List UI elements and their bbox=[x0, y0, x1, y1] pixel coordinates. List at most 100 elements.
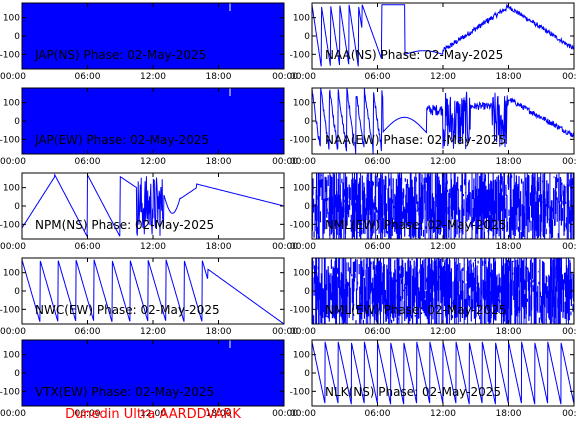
panels: 100 0 -100 00:00 06:00 12:00 18:00 00:00 JAP(NS)… bbox=[0, 2, 576, 419]
y-tick-label: 100 bbox=[293, 14, 310, 24]
y-tick-label: -100 bbox=[0, 220, 20, 230]
panel-title: NPM(NS) Phase: 02-May-2025 bbox=[35, 218, 214, 232]
y-tick-label: 0 bbox=[14, 287, 20, 297]
panel-title: JAP(NS) Phase: 02-May-2025 bbox=[34, 48, 206, 62]
chart-panel: 100 0 -100 00:00 06:00 12:00 18:00 00:00 NAA(EW)… bbox=[290, 87, 576, 167]
y-tick-label: 100 bbox=[293, 351, 310, 361]
y-tick-label: 100 bbox=[3, 351, 20, 361]
x-tick-label: 06:00 bbox=[365, 72, 391, 82]
x-tick-label: 00:00 bbox=[290, 327, 316, 337]
panel-title: NML(EW) Phase: 02-May-2025 bbox=[325, 303, 506, 317]
chart-panel: 100 0 -100 00:00 06:00 12:00 18:00 00:00 JAP(NS)… bbox=[0, 2, 298, 82]
y-tick-label: -100 bbox=[290, 387, 311, 397]
y-tick-label: 0 bbox=[304, 202, 310, 212]
x-tick-label: 00:00 bbox=[0, 242, 26, 252]
y-tick-label: 100 bbox=[3, 14, 20, 24]
x-tick-label: 18:00 bbox=[206, 409, 232, 419]
y-tick-label: 100 bbox=[293, 99, 310, 109]
x-tick-label: 12:00 bbox=[430, 242, 456, 252]
x-tick-label: 06:00 bbox=[365, 327, 391, 337]
phase-trace bbox=[312, 88, 574, 154]
x-tick-label: 18:00 bbox=[496, 327, 522, 337]
y-tick-label: -100 bbox=[0, 50, 20, 60]
chart-panel: 100 0 -100 00:00 06:00 12:00 18:00 00:00 VTX(EW)… bbox=[0, 339, 298, 419]
x-tick-label: 18:00 bbox=[496, 157, 522, 167]
x-tick-label: 00:00 bbox=[0, 72, 26, 82]
x-tick-label: 00:00 bbox=[290, 242, 316, 252]
panel-title: NML(EW) Phase: 02-May-2025 bbox=[325, 218, 506, 232]
phase-fill bbox=[22, 3, 284, 69]
data-layer bbox=[22, 259, 284, 324]
y-tick-label: 0 bbox=[304, 117, 310, 127]
data-layer bbox=[22, 173, 284, 239]
y-tick-label: 100 bbox=[3, 99, 20, 109]
chart-panel: 100 0 -100 00:00 06:00 12:00 18:00 00:00 NWC(EW)… bbox=[0, 257, 298, 337]
x-tick-label: 12:00 bbox=[430, 72, 456, 82]
x-tick-label: 18:00 bbox=[496, 409, 522, 419]
x-tick-label: 00:00 bbox=[290, 409, 316, 419]
x-tick-label: 06:00 bbox=[75, 157, 101, 167]
y-tick-label: -100 bbox=[0, 387, 20, 397]
x-tick-label: 12:00 bbox=[140, 157, 166, 167]
phase-trace bbox=[22, 259, 284, 324]
x-tick-label: 00:00 bbox=[562, 242, 576, 252]
x-tick-label: 00:00 bbox=[562, 157, 576, 167]
x-tick-label: 12:00 bbox=[430, 409, 456, 419]
panel-title: VTX(EW) Phase: 02-May-2025 bbox=[35, 385, 214, 399]
x-tick-label: 00:00 bbox=[0, 327, 26, 337]
data-layer bbox=[22, 88, 284, 154]
y-tick-label: 100 bbox=[293, 184, 310, 194]
x-tick-label: 06:00 bbox=[75, 409, 101, 419]
x-tick-label: 06:00 bbox=[75, 242, 101, 252]
phase-fill bbox=[22, 88, 284, 154]
x-tick-label: 06:00 bbox=[365, 409, 391, 419]
data-layer bbox=[312, 3, 574, 67]
x-tick-label: 12:00 bbox=[140, 72, 166, 82]
x-tick-label: 00:00 bbox=[272, 72, 298, 82]
x-tick-label: 00:00 bbox=[562, 409, 576, 419]
phase-fill bbox=[22, 340, 284, 406]
chart-panel: 100 0 -100 00:00 06:00 12:00 18:00 00:00 NAA(NS)… bbox=[290, 2, 576, 82]
x-tick-label: 18:00 bbox=[206, 72, 232, 82]
chart-panel: 100 0 -100 00:00 06:00 12:00 18:00 00:00 NLK(NS)… bbox=[290, 339, 576, 419]
data-layer bbox=[22, 340, 284, 406]
data-layer bbox=[22, 3, 284, 69]
x-tick-label: 06:00 bbox=[75, 72, 101, 82]
x-tick-label: 12:00 bbox=[140, 327, 166, 337]
y-tick-label: -100 bbox=[290, 50, 311, 60]
y-tick-label: 0 bbox=[304, 287, 310, 297]
y-tick-label: -100 bbox=[0, 135, 20, 145]
panel-title: NAA(EW) Phase: 02-May-2025 bbox=[325, 133, 506, 147]
data-layer bbox=[312, 88, 574, 154]
panel-title: NLK(NS) Phase: 02-May-2025 bbox=[325, 385, 501, 399]
y-tick-label: 0 bbox=[304, 32, 310, 42]
y-tick-label: 0 bbox=[14, 369, 20, 379]
chart-panel: 100 0 -100 00:00 06:00 12:00 18:00 00:00 NML(EW)… bbox=[290, 172, 576, 252]
x-tick-label: 06:00 bbox=[365, 242, 391, 252]
x-tick-label: 00:00 bbox=[562, 72, 576, 82]
panel-title: JAP(EW) Phase: 02-May-2025 bbox=[34, 133, 209, 147]
y-tick-label: 100 bbox=[3, 184, 20, 194]
phase-trace bbox=[312, 3, 574, 67]
panel-title: NWC(EW) Phase: 02-May-2025 bbox=[35, 303, 220, 317]
y-tick-label: -100 bbox=[290, 305, 311, 315]
x-tick-label: 00:00 bbox=[0, 157, 26, 167]
x-tick-label: 00:00 bbox=[272, 157, 298, 167]
chart-panel: 100 0 -100 00:00 06:00 12:00 18:00 00:00 JAP(EW)… bbox=[0, 87, 298, 167]
x-tick-label: 00:00 bbox=[562, 327, 576, 337]
chart-panel: 100 0 -100 00:00 06:00 12:00 18:00 00:00 NPM(NS)… bbox=[0, 172, 298, 252]
x-tick-label: 00:00 bbox=[290, 72, 316, 82]
y-tick-label: 0 bbox=[14, 117, 20, 127]
x-tick-label: 06:00 bbox=[365, 157, 391, 167]
phase-trace bbox=[22, 173, 284, 239]
y-tick-label: 100 bbox=[3, 269, 20, 279]
y-tick-label: 0 bbox=[304, 369, 310, 379]
x-tick-label: 18:00 bbox=[206, 157, 232, 167]
y-tick-label: 100 bbox=[293, 269, 310, 279]
panel-title: NAA(NS) Phase: 02-May-2025 bbox=[325, 48, 503, 62]
x-tick-label: 12:00 bbox=[140, 242, 166, 252]
x-tick-label: 12:00 bbox=[430, 157, 456, 167]
data-layer bbox=[312, 173, 574, 239]
x-tick-label: 00:00 bbox=[272, 242, 298, 252]
